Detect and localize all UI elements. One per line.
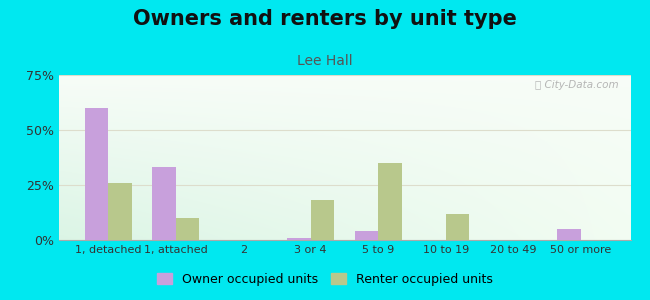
Bar: [446, 214, 469, 240]
Legend: Owner occupied units, Renter occupied units: Owner occupied units, Renter occupied un…: [152, 268, 498, 291]
Bar: [152, 167, 176, 240]
Bar: [355, 231, 378, 240]
Bar: [311, 200, 334, 240]
Bar: [108, 183, 132, 240]
Bar: [557, 229, 581, 240]
Bar: [378, 163, 402, 240]
Bar: [287, 238, 311, 240]
Text: Lee Hall: Lee Hall: [297, 54, 353, 68]
Bar: [84, 108, 108, 240]
Bar: [176, 218, 200, 240]
Text: Owners and renters by unit type: Owners and renters by unit type: [133, 9, 517, 29]
Text: ⓘ City-Data.com: ⓘ City-Data.com: [536, 80, 619, 90]
